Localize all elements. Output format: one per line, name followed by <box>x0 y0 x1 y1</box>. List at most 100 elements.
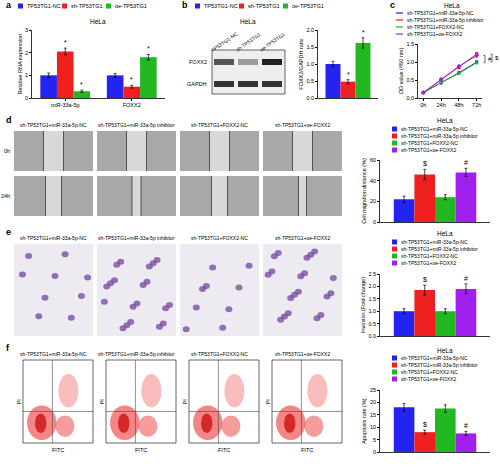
svg-text:sh-TP53TG1+miR-33a-5p-NC: sh-TP53TG1+miR-33a-5p-NC <box>401 355 468 361</box>
svg-text:a: a <box>6 0 12 10</box>
svg-text:2.0: 2.0 <box>368 283 376 289</box>
svg-text:sh-TP53TG1+FOXX2-NC: sh-TP53TG1+FOXX2-NC <box>191 235 248 241</box>
svg-text:PI: PI <box>265 399 271 405</box>
svg-text:sh-TP53TG1: sh-TP53TG1 <box>235 31 262 52</box>
svg-text:FOXX2: FOXX2 <box>123 102 141 108</box>
svg-text:c: c <box>390 0 395 10</box>
svg-text:$: $ <box>423 276 427 283</box>
svg-text:0.0: 0.0 <box>306 95 314 101</box>
svg-text:2.0: 2.0 <box>306 27 314 33</box>
svg-text:sh-TP53TG1+oe-FOXX2: sh-TP53TG1+oe-FOXX2 <box>401 376 456 382</box>
svg-text:sh-TP53TG1+miR-33a-5p inhibito: sh-TP53TG1+miR-33a-5p inhibitor <box>407 17 484 23</box>
svg-text:0h: 0h <box>4 148 10 154</box>
svg-text:Apoptosis rate (%): Apoptosis rate (%) <box>361 398 367 443</box>
svg-text:PI: PI <box>99 399 105 405</box>
svg-text:10: 10 <box>370 424 376 430</box>
svg-text:sh-TP53TG1+FOXX2-NC: sh-TP53TG1+FOXX2-NC <box>191 351 248 357</box>
svg-text:sh-TP53TG1: sh-TP53TG1 <box>71 3 102 9</box>
svg-text:0: 0 <box>373 219 376 225</box>
svg-text:HeLa: HeLa <box>240 18 256 25</box>
svg-text:FOXX2: FOXX2 <box>189 59 207 65</box>
svg-text:oe-TP53TG1: oe-TP53TG1 <box>292 3 324 9</box>
svg-text:sh-TP53TG1: sh-TP53TG1 <box>248 3 279 9</box>
svg-text:72h: 72h <box>472 102 481 108</box>
svg-text:0.0: 0.0 <box>406 95 414 101</box>
svg-text:HeLa: HeLa <box>444 2 460 9</box>
svg-text:1: 1 <box>25 72 28 78</box>
svg-text:HeLa: HeLa <box>437 347 453 354</box>
svg-text:FITC: FITC <box>52 447 64 453</box>
svg-text:0.0: 0.0 <box>368 333 376 339</box>
svg-text:sh-TP53TG1+miR-33a-5p inhibito: sh-TP53TG1+miR-33a-5p inhibitor <box>98 351 175 357</box>
svg-text:*: * <box>347 71 350 78</box>
svg-text:0: 0 <box>373 449 376 455</box>
svg-text:FITC: FITC <box>218 447 230 453</box>
svg-text:$: $ <box>423 421 427 428</box>
svg-text:60: 60 <box>370 157 376 163</box>
svg-text:sh-TP53TG1+miR-33a-5p-NC: sh-TP53TG1+miR-33a-5p-NC <box>401 239 468 245</box>
svg-text:1.5: 1.5 <box>368 296 376 302</box>
svg-text:2: 2 <box>25 50 28 56</box>
svg-text:2.5: 2.5 <box>368 271 376 277</box>
svg-text:e: e <box>6 227 11 237</box>
svg-text:0: 0 <box>25 95 28 101</box>
svg-text:PI: PI <box>182 399 188 405</box>
svg-text:PI: PI <box>16 399 22 405</box>
svg-text:sh-TP53TG1+miR-33a-5p inhibito: sh-TP53TG1+miR-33a-5p inhibitor <box>98 122 175 128</box>
svg-text:sh-TP53TG1+miR-33a-5p inhibito: sh-TP53TG1+miR-33a-5p inhibitor <box>401 133 478 139</box>
svg-text:HeLa: HeLa <box>437 230 453 237</box>
svg-text:b: b <box>182 0 188 10</box>
svg-text:d: d <box>6 115 12 125</box>
svg-text:GAPDH: GAPDH <box>187 81 207 87</box>
svg-text:sh-TP53TG1+oe-FOXX2: sh-TP53TG1+oe-FOXX2 <box>401 147 456 153</box>
svg-text:TP53TG1-NC: TP53TG1-NC <box>210 30 239 53</box>
svg-text:$: $ <box>423 160 427 167</box>
svg-text:sh-TP53TG1+miR-33a-5p-NC: sh-TP53TG1+miR-33a-5p-NC <box>20 235 87 241</box>
svg-text:1.0: 1.0 <box>368 308 376 314</box>
svg-text:5: 5 <box>373 437 376 443</box>
svg-text:0.5: 0.5 <box>306 78 314 84</box>
svg-text:1.0: 1.0 <box>306 61 314 67</box>
svg-text:Cell migration distance (%): Cell migration distance (%) <box>361 158 367 224</box>
svg-text:#: # <box>464 422 468 429</box>
svg-text:sh-TP53TG1+miR-33a-5p inhibito: sh-TP53TG1+miR-33a-5p inhibitor <box>98 235 175 241</box>
svg-text:sh-TP53TG1+oe-FOXX2: sh-TP53TG1+oe-FOXX2 <box>401 260 456 266</box>
svg-text:$: $ <box>495 55 499 61</box>
svg-text:miR-33a-5p: miR-33a-5p <box>51 102 80 108</box>
svg-text:*: * <box>64 39 67 46</box>
svg-text:0.5: 0.5 <box>368 321 376 327</box>
svg-text:24h: 24h <box>437 102 446 108</box>
svg-text:#: # <box>488 56 492 62</box>
svg-text:sh-TP53TG1+oe-FOXX2: sh-TP53TG1+oe-FOXX2 <box>275 122 330 128</box>
svg-text:1.5: 1.5 <box>406 41 414 47</box>
svg-text:FITC: FITC <box>301 447 313 453</box>
svg-text:sh-TP53TG1+miR-33a-5p inhibito: sh-TP53TG1+miR-33a-5p inhibitor <box>401 246 478 252</box>
svg-text:HeLa: HeLa <box>90 18 106 25</box>
svg-text:sh-TP53TG1+miR-33a-5p-NC: sh-TP53TG1+miR-33a-5p-NC <box>20 351 87 357</box>
svg-text:Relative RNA expression: Relative RNA expression <box>17 34 23 95</box>
svg-text:Invasion (Fold change): Invasion (Fold change) <box>360 277 366 333</box>
svg-text:f: f <box>6 343 10 353</box>
svg-text:TP53TG1-NC: TP53TG1-NC <box>27 3 61 9</box>
svg-text:40: 40 <box>370 178 376 184</box>
svg-text:1.5: 1.5 <box>306 44 314 50</box>
svg-text:sh-TP53TG1+FOXX2-NC: sh-TP53TG1+FOXX2-NC <box>401 369 458 375</box>
svg-text:HeLa: HeLa <box>437 117 453 124</box>
svg-text:oe-TP53TG1: oe-TP53TG1 <box>259 31 286 53</box>
svg-text:sh-TP53TG1+miR-33a-5p-NC: sh-TP53TG1+miR-33a-5p-NC <box>407 10 474 16</box>
svg-text:FITC: FITC <box>135 447 147 453</box>
svg-text:FOXX2/GAPDH ratio: FOXX2/GAPDH ratio <box>298 38 304 89</box>
svg-text:48h: 48h <box>454 102 463 108</box>
svg-text:sh-TP53TG1+oe-FOXX2: sh-TP53TG1+oe-FOXX2 <box>275 351 330 357</box>
svg-text:#: # <box>464 275 468 282</box>
svg-text:3: 3 <box>25 27 28 33</box>
svg-text:sh-TP53TG1+FOXX2-NC: sh-TP53TG1+FOXX2-NC <box>407 24 464 30</box>
svg-text:*: * <box>362 29 365 36</box>
svg-text:sh-TP53TG1+FOXX2-NC: sh-TP53TG1+FOXX2-NC <box>401 253 458 259</box>
svg-text:25: 25 <box>370 387 376 393</box>
svg-text:sh-TP53TG1+miR-33a-5p-NC: sh-TP53TG1+miR-33a-5p-NC <box>401 126 468 132</box>
svg-text:sh-TP53TG1+miR-33a-5p-NC: sh-TP53TG1+miR-33a-5p-NC <box>20 122 87 128</box>
svg-text:0h: 0h <box>420 102 426 108</box>
svg-text:*: * <box>80 81 83 88</box>
svg-text:15: 15 <box>370 412 376 418</box>
